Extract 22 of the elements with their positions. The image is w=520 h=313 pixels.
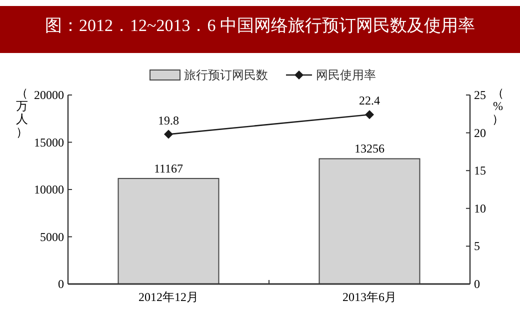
y-tick-label: 10000 [34, 182, 64, 196]
y2-tick-label: 5 [474, 239, 480, 254]
chart-title: 图：2012．12~2013．6 中国网络旅行预订网民数及使用率 [45, 16, 475, 35]
y2-tick-label: 15 [474, 164, 486, 178]
legend-label: 旅行预订网民数 [184, 68, 268, 82]
y2-tick-label: 10 [474, 201, 486, 216]
y-tick-label: 20000 [34, 88, 64, 102]
data-label: 22.4 [359, 94, 380, 108]
y2-tick-label: 25 [474, 88, 486, 102]
y2-tick-label: 0 [474, 277, 480, 291]
data-label: 11167 [154, 161, 184, 176]
data-label: 13256 [354, 142, 384, 156]
data-label: 19.8 [158, 113, 179, 128]
y-tick-label: 15000 [34, 135, 64, 150]
y2-tick-label: 20 [474, 126, 486, 140]
legend-label: 网民使用率 [316, 68, 376, 82]
x-tick-label: 2012年12月 [138, 290, 198, 304]
y-axis-title: （万人） [16, 86, 28, 139]
x-tick-label: 2013年6月 [342, 290, 396, 304]
y2-axis-title: （%） [492, 86, 504, 126]
y-tick-label: 0 [58, 277, 64, 291]
y-tick-label: 5000 [40, 230, 64, 244]
